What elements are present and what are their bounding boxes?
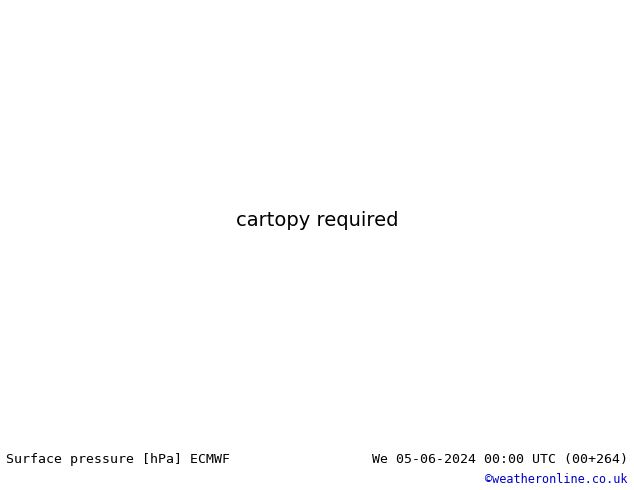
Text: We 05-06-2024 00:00 UTC (00+264): We 05-06-2024 00:00 UTC (00+264) [372, 452, 628, 466]
Text: cartopy required: cartopy required [236, 211, 398, 229]
Text: ©weatheronline.co.uk: ©weatheronline.co.uk [485, 473, 628, 486]
Text: Surface pressure [hPa] ECMWF: Surface pressure [hPa] ECMWF [6, 452, 230, 466]
